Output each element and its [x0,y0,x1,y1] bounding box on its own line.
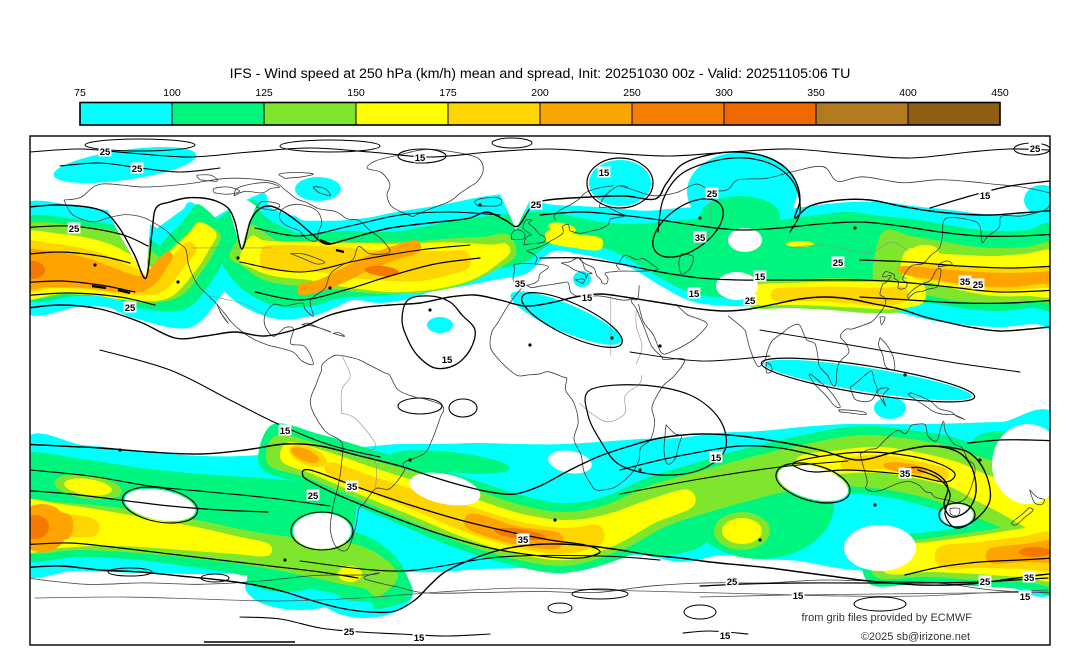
svg-text:450: 450 [991,87,1009,99]
svg-text:35: 35 [515,279,526,290]
svg-text:15: 15 [280,426,291,437]
svg-text:400: 400 [899,87,917,99]
svg-text:©2025 sb@irizone.net: ©2025 sb@irizone.net [861,631,970,643]
svg-text:35: 35 [518,535,529,546]
svg-text:15: 15 [599,168,610,179]
svg-text:200: 200 [531,87,549,99]
svg-text:25: 25 [727,577,738,588]
svg-text:35: 35 [695,233,706,244]
svg-text:25: 25 [980,577,991,588]
svg-text:25: 25 [69,224,80,235]
svg-text:300: 300 [715,87,733,99]
svg-text:15: 15 [582,293,593,304]
svg-text:175: 175 [439,87,457,99]
svg-text:15: 15 [414,633,425,644]
svg-text:35: 35 [960,277,971,288]
svg-text:25: 25 [132,164,143,175]
svg-text:35: 35 [347,482,358,493]
svg-text:150: 150 [347,87,365,99]
svg-text:25: 25 [125,303,136,314]
svg-text:25: 25 [745,296,756,307]
svg-text:15: 15 [755,272,766,283]
svg-text:25: 25 [833,258,844,269]
svg-text:75: 75 [74,87,86,99]
svg-text:from grib files provided by EC: from grib files provided by ECMWF [801,612,972,624]
svg-text:25: 25 [531,200,542,211]
svg-text:15: 15 [442,355,453,366]
svg-text:35: 35 [1024,573,1035,584]
svg-text:IFS - Wind speed at 250 hPa (k: IFS - Wind speed at 250 hPa (km/h) mean … [230,66,851,82]
svg-text:15: 15 [711,453,722,464]
svg-text:15: 15 [793,591,804,602]
svg-text:25: 25 [100,147,111,158]
svg-text:15: 15 [689,289,700,300]
svg-text:35: 35 [900,469,911,480]
svg-text:250: 250 [623,87,641,99]
svg-text:350: 350 [807,87,825,99]
svg-text:15: 15 [1020,592,1031,603]
svg-text:25: 25 [1030,144,1041,155]
svg-text:15: 15 [415,153,426,164]
svg-text:125: 125 [255,87,273,99]
svg-text:25: 25 [707,189,718,200]
svg-text:25: 25 [973,280,984,291]
svg-text:25: 25 [308,491,319,502]
svg-text:15: 15 [980,191,991,202]
svg-text:100: 100 [163,87,181,99]
svg-text:25: 25 [344,627,355,638]
svg-text:15: 15 [720,631,731,642]
